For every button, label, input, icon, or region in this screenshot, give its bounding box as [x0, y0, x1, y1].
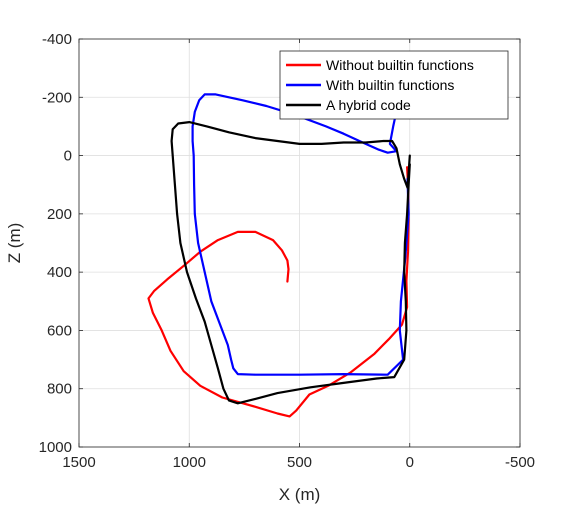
y-tick-label: 1000 — [39, 439, 72, 456]
series-line-3 — [170, 121, 411, 405]
series-layer — [147, 87, 411, 418]
ticks: 1500 1000 500 0 -500-400-2000200400600800100… — [39, 31, 535, 471]
y-tick-label: 0 — [64, 148, 72, 165]
series-line-1 — [147, 166, 410, 418]
y-axis-label: Z (m) — [5, 223, 24, 264]
legend: Without builtin functions With builtin fu… — [279, 50, 509, 120]
x-tick-label: 1500 — [62, 454, 95, 471]
legend-label-2: With builtin functions — [326, 77, 454, 93]
legend-label-3: A hybrid code — [326, 97, 411, 113]
y-tick-label: 200 — [47, 206, 72, 223]
x-tick-label: -500 — [505, 454, 535, 471]
x-tick-label: 1000 — [173, 454, 206, 471]
y-tick-label: 800 — [47, 381, 72, 398]
y-tick-label: 400 — [47, 264, 72, 281]
x-axis-label: X (m) — [279, 485, 321, 504]
y-tick-label: -400 — [42, 31, 72, 48]
legend-label-1: Without builtin functions — [326, 57, 474, 73]
x-tick-label: 500 — [287, 454, 312, 471]
x-tick-label: 0 — [406, 454, 414, 471]
series-line-2 — [191, 87, 410, 376]
y-tick-label: -200 — [42, 89, 72, 106]
y-tick-label: 600 — [47, 322, 72, 339]
